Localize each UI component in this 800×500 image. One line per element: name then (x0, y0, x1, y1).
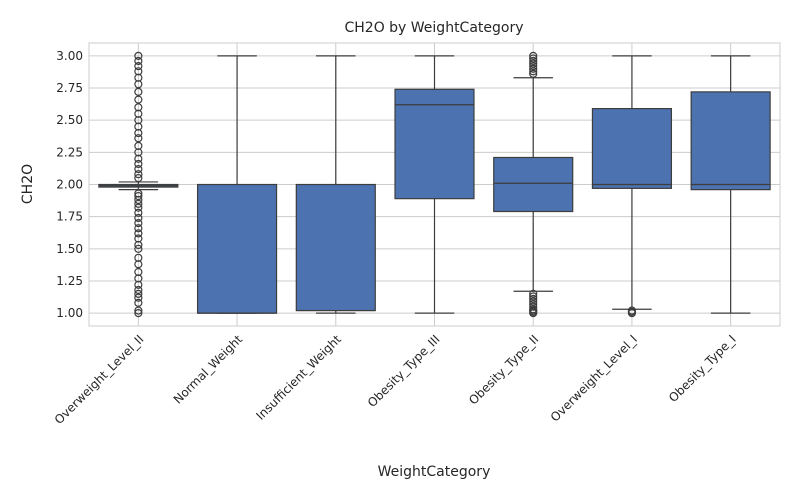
x-tick-label: Insufficient_Weight (253, 332, 344, 423)
outlier-point (134, 244, 143, 253)
outlier-point (627, 306, 637, 315)
outlier-point (134, 87, 143, 96)
x-tick-label: Overweight_Level_II (52, 332, 147, 427)
outlier-point (529, 69, 538, 78)
y-tick-label: 1.00 (56, 306, 83, 320)
outlier-point (529, 289, 538, 298)
outlier-point (529, 297, 538, 306)
box-group (394, 55, 475, 314)
outlier-point (134, 189, 143, 198)
outlier-point (529, 302, 538, 311)
outlier-point (134, 141, 143, 151)
outlier-point (134, 164, 143, 174)
box-group (98, 51, 179, 318)
box (493, 156, 574, 213)
box (690, 91, 771, 191)
outlier-point (134, 95, 143, 104)
outlier-point (134, 170, 143, 179)
x-tick-label: Overweight_Level_I (548, 332, 640, 424)
outlier-point (529, 56, 538, 66)
outlier-point (134, 159, 143, 169)
x-tick-label: Obesity_Type_III (365, 332, 443, 410)
outlier-point (134, 67, 143, 76)
outlier-point (529, 54, 538, 63)
box-group (493, 51, 574, 318)
outlier-point (134, 199, 143, 208)
outlier-point (134, 51, 143, 60)
outlier-point (134, 234, 143, 243)
box (394, 88, 475, 200)
y-tick-label: 2.75 (56, 81, 83, 95)
y-axis-title: CH2O (20, 164, 36, 204)
outlier-point (134, 173, 143, 183)
box-group (196, 55, 278, 314)
box-group (591, 55, 673, 318)
x-tick-label: Normal_Weight (171, 332, 246, 407)
outlier-point (134, 213, 143, 223)
boxes (98, 51, 771, 318)
outlier-point (134, 62, 143, 71)
outlier-point (134, 298, 143, 307)
outlier-point (529, 51, 538, 60)
outlier-point (529, 62, 538, 71)
y-tick-label: 3.00 (56, 49, 83, 63)
outlier-point (134, 203, 143, 212)
outlier-point (134, 208, 143, 217)
outlier-point (134, 134, 143, 143)
outlier-point (134, 289, 143, 298)
y-tick-label: 1.75 (56, 210, 83, 224)
outlier-point (134, 293, 143, 302)
y-tick-label: 1.25 (56, 274, 83, 288)
box-group (690, 55, 771, 314)
outlier-point (529, 64, 538, 73)
x-tick-label: Obesity_Type_II (466, 332, 541, 407)
outlier-point (134, 253, 143, 262)
box-group (295, 55, 376, 314)
outlier-point (134, 309, 143, 318)
outlier-point (134, 224, 143, 233)
y-tick-label: 2.00 (56, 178, 83, 192)
outlier-point (529, 59, 538, 68)
outlier-point (529, 292, 538, 301)
y-tick-label: 2.50 (56, 113, 83, 127)
outlier-point (134, 267, 143, 277)
outlier-point (134, 103, 143, 112)
box (196, 183, 278, 314)
box (591, 108, 673, 189)
x-axis-title: WeightCategory (378, 464, 491, 480)
outlier-point (134, 229, 143, 238)
outlier-point (134, 218, 143, 228)
outlier-point (134, 285, 143, 295)
plot-frame (88, 42, 781, 327)
outlier-point (134, 191, 143, 201)
outlier-point (529, 294, 538, 304)
box (295, 183, 376, 312)
outlier-point (529, 67, 538, 76)
outlier-point (529, 305, 538, 314)
y-tick-label: 1.50 (56, 242, 83, 256)
outlier-point (134, 56, 143, 66)
outlier-point (134, 306, 143, 315)
x-tick-label: Obesity_Type_I (666, 332, 739, 405)
outlier-point (529, 300, 538, 309)
y-tick-label: 2.25 (56, 145, 83, 159)
chart-title: CH2O by WeightCategory (344, 20, 523, 36)
